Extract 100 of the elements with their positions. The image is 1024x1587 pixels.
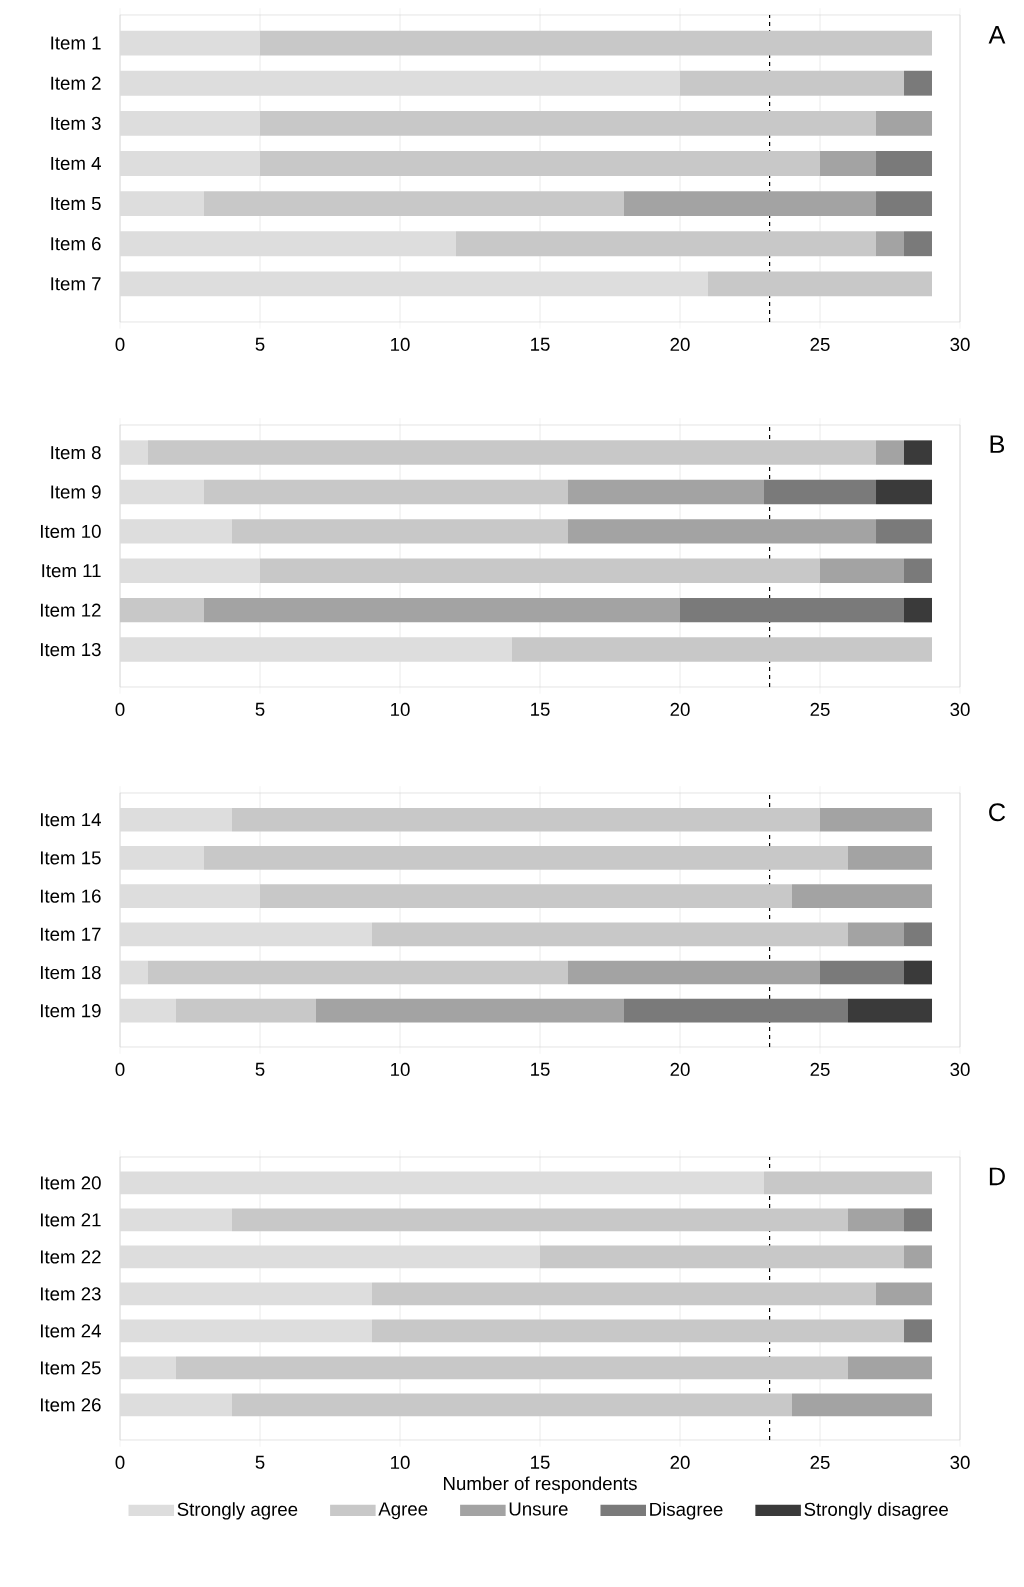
bar [120, 1393, 232, 1417]
x-tick-label: 20 [670, 337, 690, 352]
bar [708, 271, 933, 297]
x-tick-label: 0 [115, 1455, 125, 1470]
bar [456, 231, 877, 257]
legend-label: Strongly disagree [804, 1502, 948, 1520]
bar [148, 440, 877, 465]
bar [848, 846, 933, 870]
bar [904, 1208, 933, 1232]
x-tick-label: 15 [531, 1062, 550, 1076]
bar [820, 151, 877, 176]
y-tick-label: Item 1 [51, 36, 101, 50]
bar [568, 479, 765, 505]
y-tick-label: Item 14 [40, 813, 101, 827]
bar [260, 884, 793, 908]
y-tick-label: Item 4 [51, 156, 101, 170]
bar [120, 479, 204, 505]
x-tick-label: 0 [115, 1062, 125, 1077]
legend-label: Unsure [509, 1502, 568, 1516]
bar [904, 922, 933, 947]
bar [904, 1245, 933, 1269]
bar [904, 960, 933, 985]
y-tick-label: Item 3 [51, 116, 101, 130]
bar [204, 597, 680, 623]
y-tick-label: Item 22 [40, 1250, 101, 1264]
bar [624, 998, 849, 1023]
legend-label: Agree [378, 1502, 428, 1520]
bar [540, 1245, 905, 1269]
legend-label: Strongly agree [177, 1502, 298, 1520]
x-tick-label: 20 [670, 1062, 690, 1077]
bar [904, 440, 933, 465]
bar [120, 846, 204, 870]
x-tick-label: 5 [255, 1062, 265, 1076]
bar [512, 637, 933, 662]
x-tick-label: 10 [391, 1455, 410, 1470]
bar [260, 110, 877, 136]
bar [316, 998, 624, 1023]
x-tick-label: 0 [115, 337, 125, 352]
bar [876, 231, 905, 257]
x-tick-label: 25 [810, 702, 830, 717]
y-tick-label: Item 20 [40, 1176, 101, 1190]
bar [904, 231, 933, 257]
bar [372, 922, 849, 947]
x-tick-label: 15 [531, 702, 550, 716]
y-tick-label: Item 6 [51, 237, 101, 251]
bar [876, 519, 933, 544]
legend-label: Disagree [650, 1502, 723, 1520]
bar [904, 1319, 933, 1343]
bar [848, 1208, 905, 1232]
bar [876, 1282, 933, 1306]
bar [232, 519, 568, 544]
x-tick-label: 25 [810, 1455, 830, 1470]
x-tick-label: 10 [391, 337, 410, 352]
y-tick-label: Item 19 [40, 1004, 101, 1018]
x-tick-label: 25 [810, 337, 830, 352]
x-tick-label: 30 [950, 1062, 970, 1077]
x-tick-label: 15 [531, 1455, 550, 1469]
bar [792, 884, 933, 908]
bar [204, 191, 624, 217]
bar [120, 807, 232, 832]
y-tick-label: Item 11 [42, 564, 101, 578]
y-tick-label: Item 25 [40, 1361, 101, 1375]
bar [764, 479, 877, 505]
x-tick-label: 30 [950, 337, 970, 352]
y-tick-label: Item 2 [51, 76, 101, 90]
y-tick-label: Item 5 [51, 197, 101, 211]
bar [260, 30, 933, 56]
y-tick-label: Item 10 [40, 524, 101, 538]
bar [876, 479, 933, 505]
bar [176, 1356, 849, 1380]
y-tick-label: Item 18 [40, 965, 101, 980]
bar [176, 998, 316, 1023]
y-tick-label: Item 16 [40, 889, 101, 903]
text: D [989, 1167, 1005, 1186]
bar [876, 110, 933, 136]
bar [372, 1319, 905, 1343]
y-tick-label: Item 24 [40, 1324, 101, 1338]
y-tick-label: Item 13 [40, 642, 101, 657]
bar [204, 479, 568, 505]
bar [820, 960, 905, 985]
y-tick-label: Item 8 [51, 445, 101, 460]
y-tick-label: Item 9 [51, 485, 101, 499]
bar [848, 922, 905, 947]
bar [680, 597, 905, 623]
bar [624, 191, 877, 217]
bar [904, 597, 933, 623]
x-tick-label: 5 [255, 702, 265, 716]
x-axis-title: Number of respondents [443, 1476, 637, 1494]
bar [568, 960, 821, 985]
y-tick-label: Item 26 [40, 1398, 101, 1412]
bar [820, 807, 933, 832]
x-tick-label: 0 [115, 702, 125, 717]
bar [260, 558, 821, 583]
x-tick-label: 5 [255, 337, 265, 351]
bar [120, 1356, 176, 1380]
bar [848, 998, 933, 1023]
bar [820, 558, 905, 583]
y-tick-label: Item 12 [40, 603, 101, 617]
x-tick-label: 20 [670, 1455, 690, 1470]
x-tick-label: 20 [670, 702, 690, 717]
